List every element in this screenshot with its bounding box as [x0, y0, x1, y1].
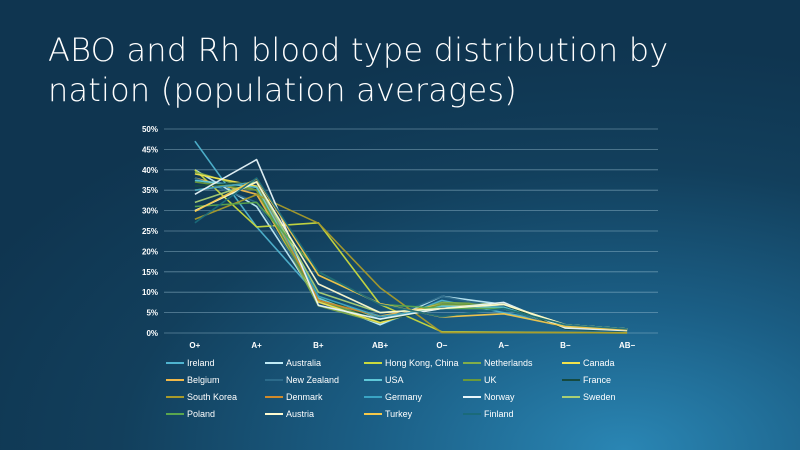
- legend-entry: Norway: [463, 392, 515, 402]
- legend-swatch: [364, 379, 382, 381]
- legend-entry: Belgium: [166, 375, 220, 385]
- y-tick-label: 35%: [142, 186, 158, 195]
- legend-label: Finland: [484, 409, 514, 419]
- y-tick-label: 0%: [146, 329, 158, 338]
- y-axis-tick-labels: 0% 5% 10% 15% 20% 25% 30% 35% 40% 45% 50%: [142, 125, 158, 338]
- legend-entry: Denmark: [265, 392, 323, 402]
- legend-label: Norway: [484, 392, 515, 402]
- y-tick-label: 25%: [142, 227, 158, 236]
- y-tick-label: 10%: [142, 288, 158, 297]
- legend-swatch: [562, 396, 580, 398]
- legend-swatch: [463, 413, 481, 415]
- x-tick-label: O+: [189, 341, 200, 350]
- x-tick-label: B+: [313, 341, 324, 350]
- legend-swatch: [265, 379, 283, 381]
- legend-label: Canada: [583, 358, 615, 368]
- legend-label: New Zealand: [286, 375, 340, 385]
- x-tick-label: A−: [498, 341, 509, 350]
- y-tick-label: 45%: [142, 145, 158, 154]
- legend-entry: Austria: [265, 409, 314, 419]
- y-tick-label: 50%: [142, 125, 158, 134]
- legend-label: Australia: [286, 358, 322, 368]
- legend-label: Denmark: [286, 392, 323, 402]
- series-line-norway: [194, 158, 628, 332]
- legend-swatch: [265, 396, 283, 398]
- legend-swatch: [562, 379, 580, 381]
- x-tick-label: A+: [251, 341, 262, 350]
- legend-entry: Australia: [265, 358, 321, 368]
- legend-label: France: [583, 375, 612, 385]
- legend-label: Poland: [187, 409, 216, 419]
- series-line-ireland: [194, 140, 628, 330]
- legend-swatch: [166, 396, 184, 398]
- legend-label: Hong Kong, China: [385, 358, 459, 368]
- legend-swatch: [265, 362, 283, 364]
- legend-entry: Netherlands: [463, 358, 533, 368]
- legend-entry: Sweden: [562, 392, 616, 402]
- chart-series-lines: [194, 140, 628, 334]
- legend-entry: France: [562, 375, 611, 385]
- legend-label: USA: [385, 375, 404, 385]
- y-tick-label: 5%: [146, 309, 158, 318]
- legend-swatch: [364, 396, 382, 398]
- legend-label: Austria: [286, 409, 315, 419]
- legend-swatch: [166, 362, 184, 364]
- legend-label: Ireland: [187, 358, 215, 368]
- legend-swatch: [265, 413, 283, 415]
- legend-swatch: [364, 413, 382, 415]
- legend-entry: UK: [463, 375, 497, 385]
- legend-label: UK: [484, 375, 497, 385]
- legend-swatch: [166, 413, 184, 415]
- legend-swatch: [562, 362, 580, 364]
- y-tick-label: 20%: [142, 247, 158, 256]
- chart-gridlines: [164, 128, 658, 334]
- x-tick-label: AB+: [372, 341, 389, 350]
- legend-entry: USA: [364, 375, 404, 385]
- y-tick-label: 15%: [142, 268, 158, 277]
- x-axis-tick-labels: O+ A+ B+ AB+ O− A− B− AB−: [189, 341, 635, 350]
- legend-entry: Canada: [562, 358, 615, 368]
- y-tick-label: 30%: [142, 207, 158, 216]
- legend-entry: Turkey: [364, 409, 412, 419]
- legend-swatch: [463, 396, 481, 398]
- legend-entry: Germany: [364, 392, 422, 402]
- legend-entry: Finland: [463, 409, 514, 419]
- series-line-finland: [194, 177, 628, 330]
- legend-entry: South Korea: [166, 392, 237, 402]
- legend-entry: Poland: [166, 409, 215, 419]
- legend-entry: New Zealand: [265, 375, 339, 385]
- slide-title: ABO and Rh blood type distribution by na…: [48, 31, 669, 109]
- legend-label: Netherlands: [484, 358, 533, 368]
- legend-label: Germany: [385, 392, 423, 402]
- legend-swatch: [463, 362, 481, 364]
- legend-swatch: [364, 362, 382, 364]
- x-tick-label: AB−: [619, 341, 636, 350]
- legend-label: Turkey: [385, 409, 413, 419]
- legend-label: Belgium: [187, 375, 220, 385]
- legend-entry: Ireland: [166, 358, 215, 368]
- legend-label: South Korea: [187, 392, 238, 402]
- y-tick-label: 40%: [142, 166, 158, 175]
- legend-entry: Hong Kong, China: [364, 358, 459, 368]
- legend-swatch: [166, 379, 184, 381]
- x-tick-label: B−: [560, 341, 571, 350]
- legend-swatch: [463, 379, 481, 381]
- x-tick-label: O−: [436, 341, 447, 350]
- legend-label: Sweden: [583, 392, 616, 402]
